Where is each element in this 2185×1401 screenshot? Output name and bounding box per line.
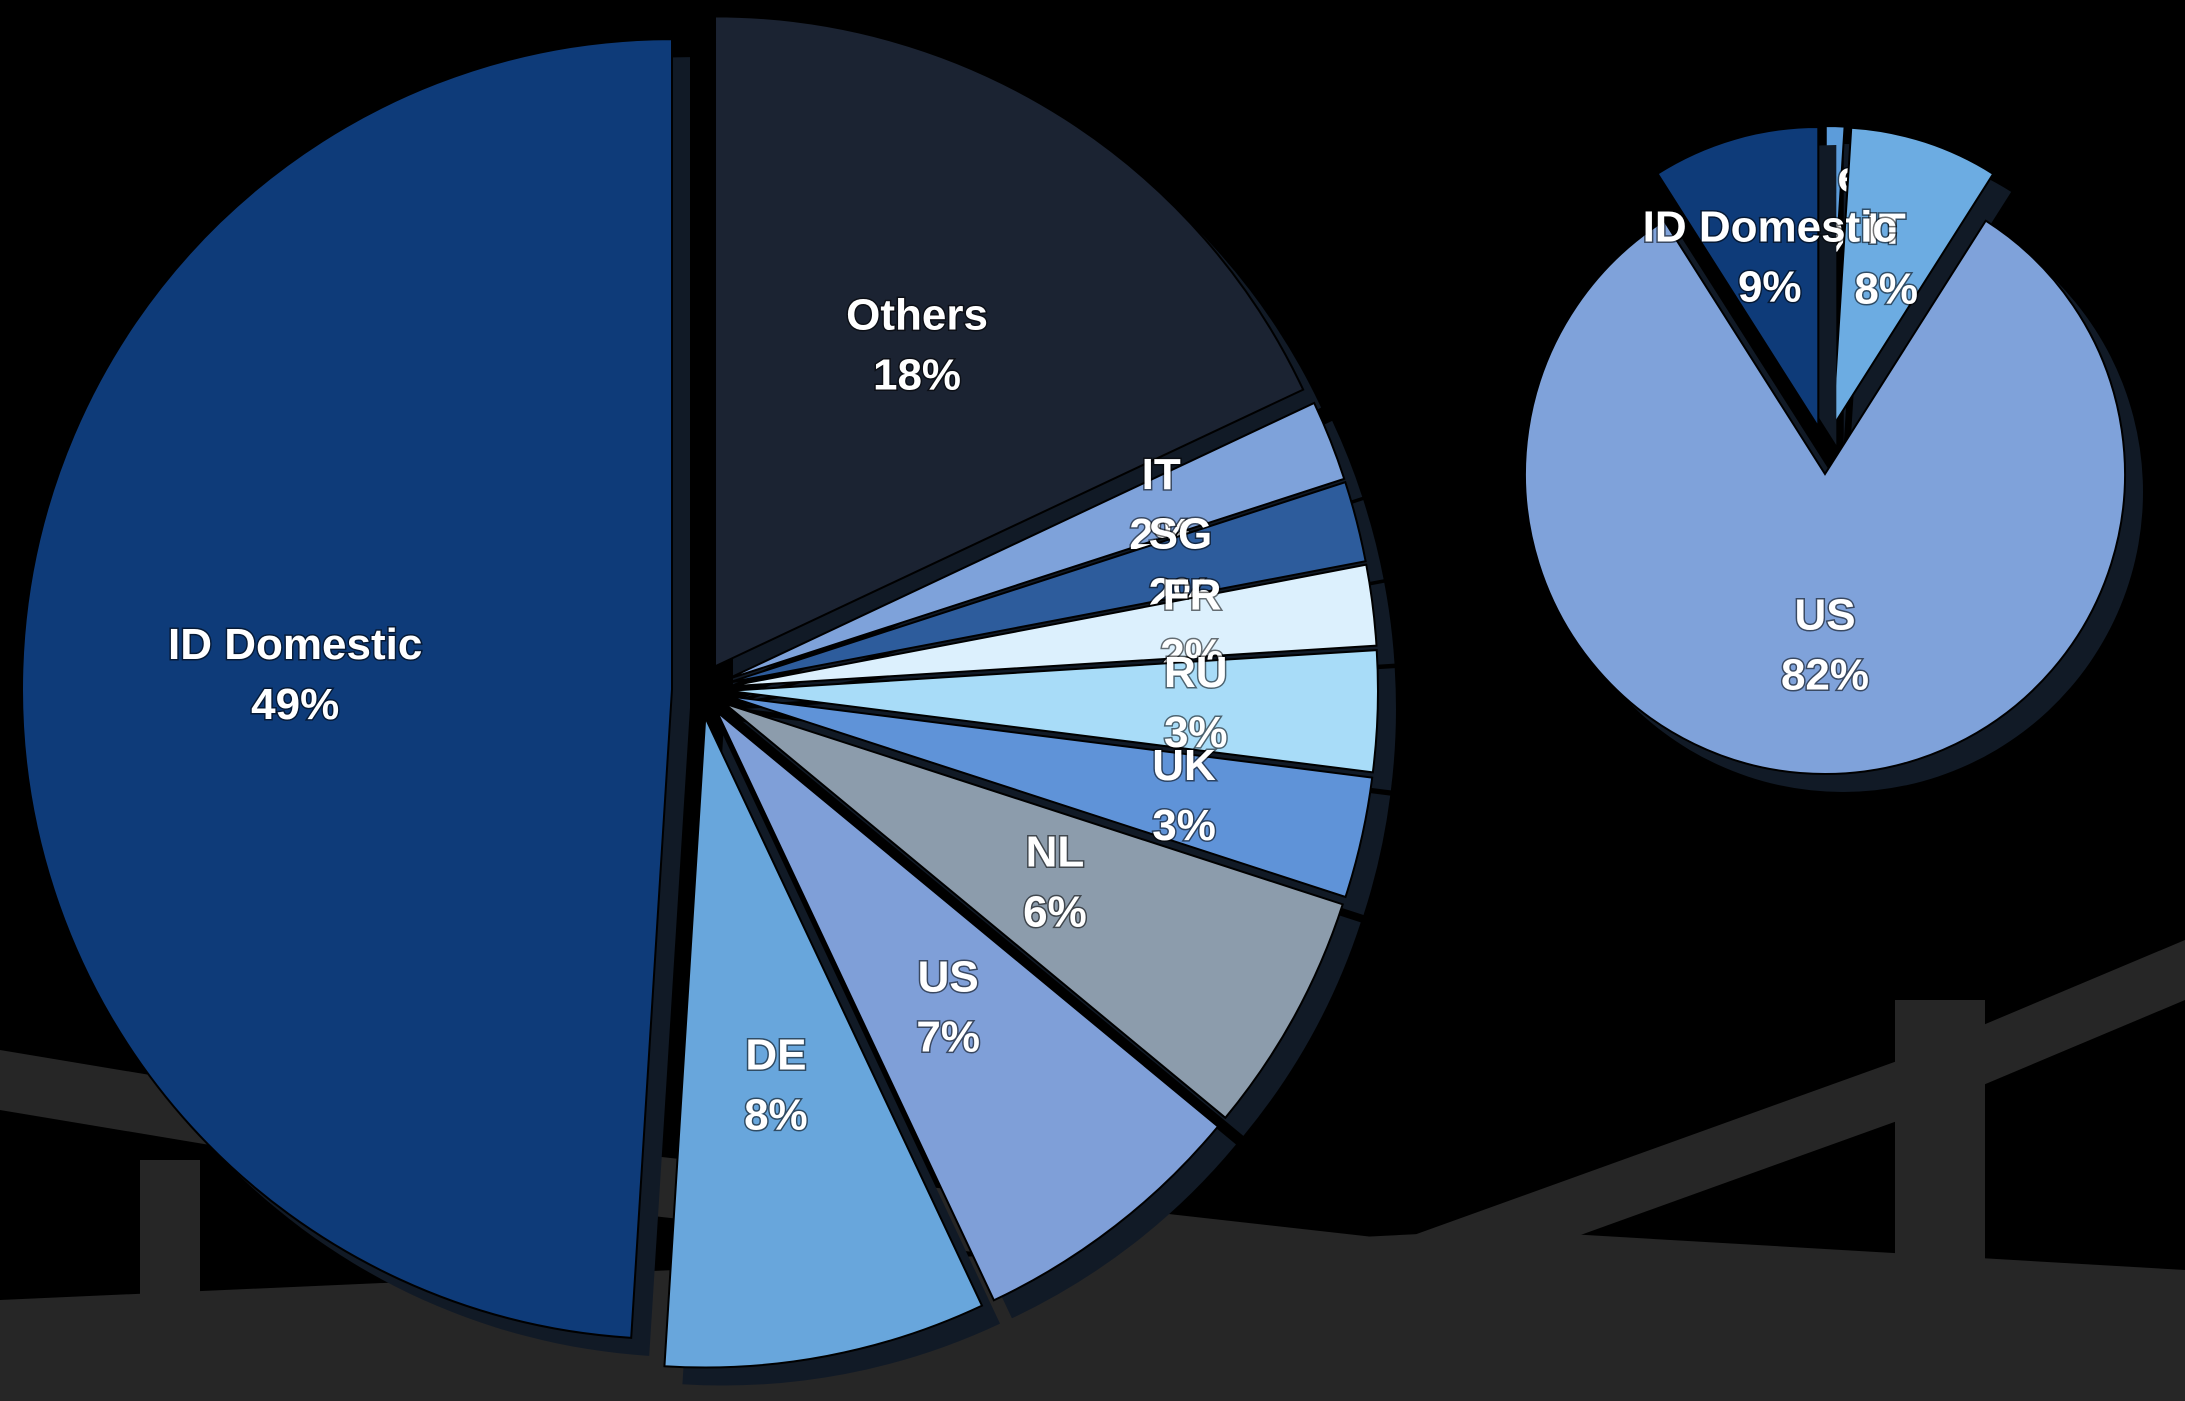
- pie-slice: [716, 711, 1220, 1302]
- pie-slice: [727, 563, 1378, 688]
- slice-label: US: [918, 953, 979, 1002]
- slice-value-label: 49%: [251, 680, 339, 729]
- pie-slice: [1656, 125, 1820, 431]
- pie-slice: [714, 15, 1305, 668]
- slice-label: US: [1794, 591, 1855, 640]
- pie-slice: [723, 702, 1344, 1120]
- slice-label: ID Domestic: [1643, 202, 1897, 251]
- slice-value-label: 6%: [1023, 888, 1087, 937]
- pie-slice: [727, 695, 1374, 899]
- pie-slice: [726, 480, 1367, 685]
- pie-slice: [1831, 126, 1995, 428]
- road-silhouette: [0, 940, 2185, 1401]
- slice-label: FR: [1163, 570, 1222, 619]
- slice-label: SG: [1149, 509, 1213, 558]
- slice-label: UK: [1152, 741, 1216, 790]
- slice-label: RU: [1164, 648, 1228, 697]
- slice-label: NL: [1026, 828, 1085, 877]
- slice-value-label: 18%: [873, 351, 961, 400]
- pie-slice: [1524, 219, 2126, 775]
- slice-value-label: 7%: [916, 1013, 980, 1062]
- slice-label: IT: [1867, 204, 1906, 253]
- slice-label: Others: [846, 291, 988, 340]
- pie-slice: [663, 717, 984, 1369]
- pie-slice: [727, 649, 1379, 774]
- slice-label: IT: [1142, 450, 1181, 499]
- slice-value-label: 3%: [1164, 708, 1228, 757]
- slice-label: ID Domestic: [168, 620, 422, 669]
- slice-value-label: 82%: [1781, 651, 1869, 700]
- slice-value-label: 8%: [744, 1090, 808, 1139]
- slice-label: DE: [745, 1030, 806, 1079]
- pie-slice: [21, 38, 674, 1339]
- slice-value-label: 3%: [1152, 801, 1216, 850]
- slice-value-label: 8%: [1854, 264, 1918, 313]
- slice-value-label: 9%: [1738, 262, 1802, 311]
- pie-slice: [725, 401, 1346, 681]
